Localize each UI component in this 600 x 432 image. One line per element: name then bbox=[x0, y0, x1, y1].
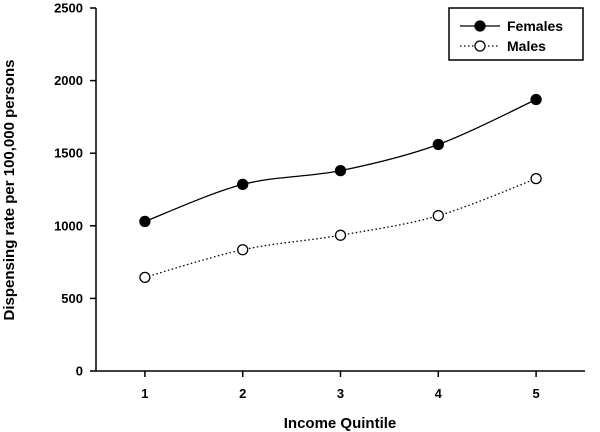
females-series-line bbox=[144, 98, 537, 223]
y-tick-label: 500 bbox=[61, 291, 83, 306]
x-tick-label: 3 bbox=[337, 386, 344, 401]
x-tick-label: 5 bbox=[532, 386, 539, 401]
x-tick-label: 2 bbox=[239, 386, 246, 401]
series-layer bbox=[139, 93, 542, 283]
females-data-point bbox=[432, 138, 444, 151]
legend-females-marker bbox=[474, 20, 486, 32]
females-data-point bbox=[139, 215, 151, 228]
males-data-point bbox=[139, 271, 151, 283]
x-axis-ticks: 1 2 3 4 5 bbox=[141, 371, 540, 401]
legend-males-label: Males bbox=[507, 38, 546, 54]
x-axis-label: Income Quintile bbox=[284, 415, 397, 432]
y-axis-ticks: 0 500 1000 1500 2000 2500 bbox=[54, 1, 96, 379]
females-data-point bbox=[530, 93, 542, 106]
y-tick-label: 0 bbox=[76, 364, 83, 379]
x-tick-label: 4 bbox=[435, 386, 443, 401]
legend-males-marker bbox=[474, 40, 486, 52]
females-data-point bbox=[237, 178, 249, 191]
males-data-point bbox=[334, 229, 347, 241]
legend-females-label: Females bbox=[507, 18, 563, 34]
y-tick-label: 1000 bbox=[54, 218, 83, 233]
legend-box bbox=[448, 7, 584, 61]
males-data-point bbox=[530, 172, 542, 185]
females-data-point bbox=[334, 164, 347, 177]
y-axis-label: Dispensing rate per 100,000 persons bbox=[1, 60, 18, 321]
y-tick-label: 2000 bbox=[54, 73, 83, 88]
y-tick-label: 2500 bbox=[54, 1, 83, 16]
y-tick-label: 1500 bbox=[54, 146, 83, 161]
males-data-point bbox=[432, 209, 444, 222]
legend: Females Males bbox=[448, 7, 584, 61]
males-series-line bbox=[144, 178, 537, 278]
x-tick-label: 1 bbox=[141, 386, 148, 401]
males-data-point bbox=[237, 244, 249, 256]
